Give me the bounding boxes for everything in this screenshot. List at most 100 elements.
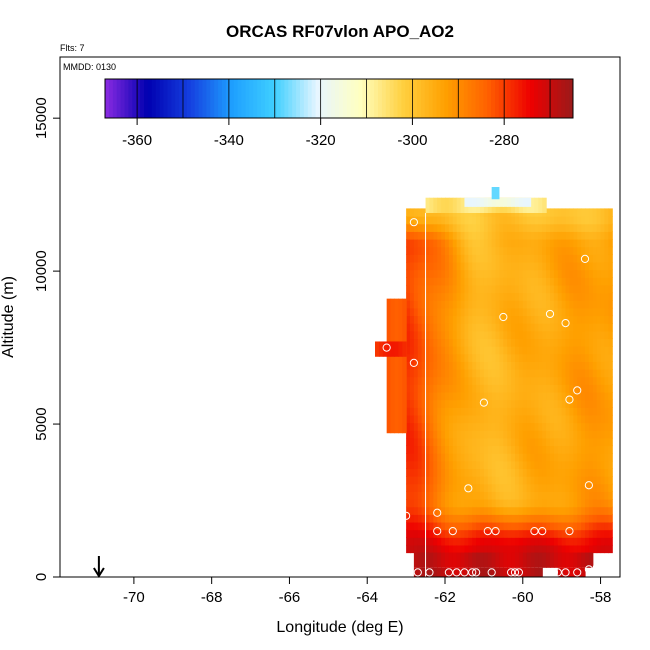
heatmap-cell [557,529,563,538]
heatmap-cell [515,277,520,286]
heatmap-cell [515,330,520,340]
heatmap-cell [596,460,602,470]
heatmap-cell [448,476,454,485]
heatmap-cell [456,460,462,470]
heatmap-cell [417,407,423,416]
heatmap-cell [472,422,477,431]
heatmap-cell [518,437,524,447]
heatmap-cell [515,315,520,324]
heatmap-cell [515,353,520,362]
heatmap-cell [433,445,438,454]
heatmap-cell [452,323,458,332]
heatmap-cell [472,437,477,447]
heatmap-cell [448,361,454,370]
heatmap-cell [526,437,532,447]
heatmap-cell [573,491,578,500]
heatmap-cell [518,369,524,378]
heatmap-cell [472,323,477,332]
heatmap-cell [487,353,493,362]
heatmap-cell [553,254,559,263]
heatmap-cell [596,208,602,217]
heatmap-cell [592,544,598,554]
heatmap-cell [425,376,431,385]
heatmap-cell [600,537,606,546]
heatmap-cell [526,292,532,301]
heatmap-cell [437,437,442,447]
heatmap-cell [472,476,477,485]
heatmap-cell [553,353,559,362]
heatmap-cell [433,330,438,340]
heatmap-cell [472,399,477,408]
heatmap-cell [456,197,462,213]
heatmap-cell [464,476,469,485]
heatmap-cell [425,491,431,500]
heatmap-cell [433,292,438,301]
heatmap-cell [448,246,454,255]
heatmap-cell [425,476,431,485]
heatmap-cell [581,346,586,355]
heatmap-cell [491,537,497,546]
heatmap-cell [464,323,469,332]
colorbar-segment [112,79,118,118]
heatmap-cell [515,414,520,424]
heatmap-cell [460,460,466,470]
heatmap-cell [487,338,493,347]
heatmap-cell [421,391,427,401]
heatmap-cell [487,307,493,317]
heatmap-cell [445,414,450,424]
heatmap-cell [608,330,613,340]
heatmap-cell [406,399,411,408]
heatmap-cell [425,445,431,454]
heatmap-cell [569,567,574,577]
heatmap-cell [448,197,454,213]
colorbar-segment [132,79,137,118]
heatmap-cell [565,239,571,248]
heatmap-cell [557,407,563,416]
heatmap-cell [499,246,504,255]
heatmap-cell [425,269,431,278]
heatmap-cell [433,430,438,439]
heatmap-cell [608,476,613,485]
observation-point [444,568,453,577]
heatmap-cell [511,514,516,523]
heatmap-cell [596,254,602,263]
date-label: MMDD: 0130 [63,62,116,72]
heatmap-cell [561,292,567,301]
heatmap-cell [425,284,431,294]
heatmap-cell [522,544,528,554]
heatmap-cell [452,330,458,340]
heatmap-cell [445,277,450,286]
heatmap-cell [600,437,606,447]
heatmap-cell [569,361,574,370]
heatmap-cell [507,399,512,408]
heatmap-cell [518,269,524,278]
heatmap-cell [487,407,493,416]
heatmap-cell [573,514,578,523]
heatmap-cell [585,445,590,454]
heatmap-cell [421,369,427,378]
heatmap-cell [429,491,434,500]
heatmap-cell [542,422,547,431]
heatmap-cell [546,315,551,324]
heatmap-cell [561,361,567,370]
heatmap-cell [557,521,563,531]
heatmap-cell [596,514,602,523]
heatmap-cell [511,269,516,278]
heatmap-cell [476,384,481,393]
heatmap-cell [553,338,559,347]
heatmap-cell [542,197,547,213]
colorbar-segment [358,79,363,118]
heatmap-cell [518,323,524,332]
heatmap-cell [600,376,606,385]
heatmap-cell [441,338,446,347]
heatmap-cell [460,407,466,416]
heatmap-cell [542,445,547,454]
heatmap-cell [495,292,501,301]
heatmap-cell [604,231,609,240]
heatmap-cell [456,246,462,255]
heatmap-cell [483,514,489,523]
heatmap-cell [534,376,539,385]
heatmap-cell [588,391,594,401]
heatmap-cell [522,483,528,492]
heatmap-cell [538,399,543,408]
